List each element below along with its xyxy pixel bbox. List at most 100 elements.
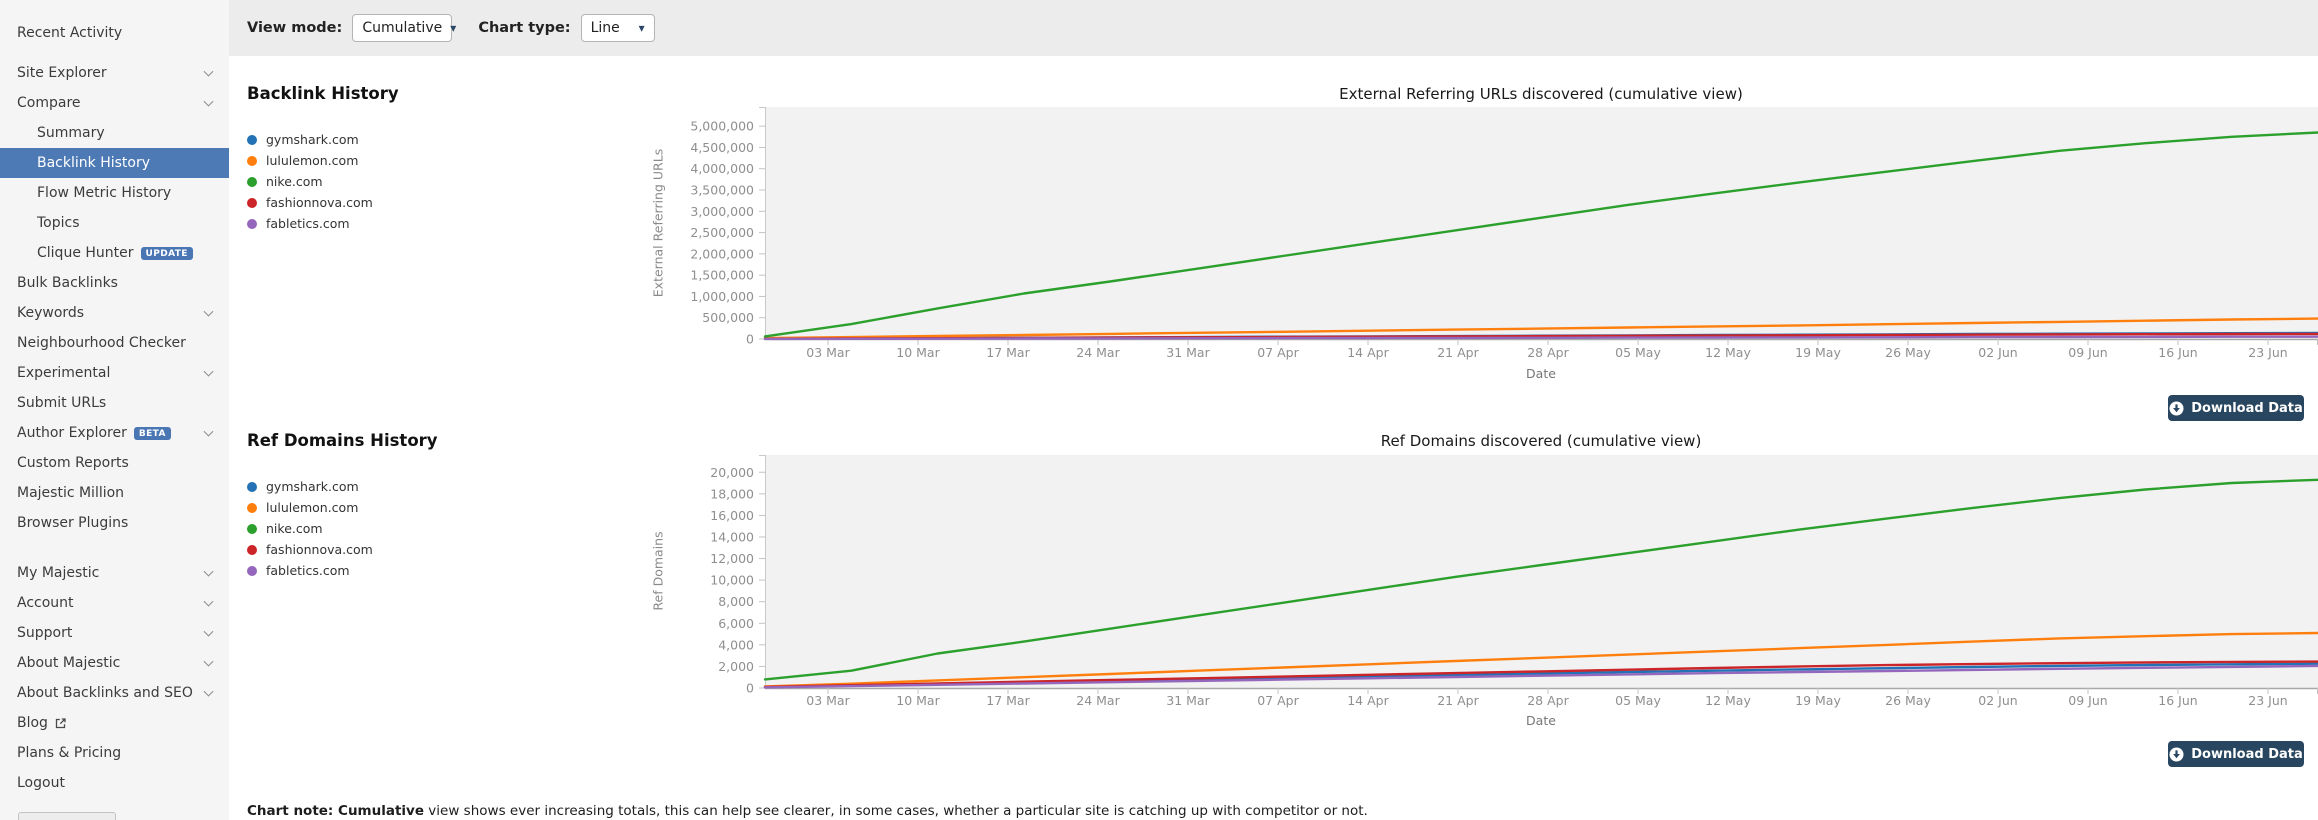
download-button-label: Download Data	[2191, 400, 2303, 416]
sidebar-item-my-majestic[interactable]: My Majestic	[0, 558, 229, 588]
sidebar-item-label: Bulk Backlinks	[17, 275, 118, 291]
download-icon	[2169, 747, 2184, 761]
view-mode-label: View mode:	[247, 20, 343, 36]
legend-dot-icon	[247, 481, 257, 492]
download-icon	[2169, 401, 2184, 415]
sidebar-item-experimental[interactable]: Experimental	[0, 358, 229, 388]
y-tick-label: 20,000	[710, 465, 754, 480]
sidebar-item-label: Keywords	[17, 305, 85, 321]
sidebar-item-submit-urls[interactable]: Submit URLs	[0, 388, 229, 418]
sidebar-item-flow-metric-history[interactable]: Flow Metric History	[0, 178, 229, 208]
sidebar-item-account[interactable]: Account	[0, 588, 229, 618]
series-line-lululemon.com	[763, 317, 2318, 340]
sidebar-item-clique-hunter[interactable]: Clique Hunter UPDATE	[0, 238, 229, 268]
x-tick-label: 16 Jun	[2158, 693, 2197, 708]
legend-item-fashionnova.com: fashionnova.com	[247, 192, 373, 213]
chevron-down-icon	[203, 426, 214, 437]
legend-dot-icon	[247, 134, 257, 145]
legend-item-nike.com: nike.com	[247, 518, 373, 539]
series-line-fashionnova.com	[763, 332, 2318, 340]
sidebar-item-topics[interactable]: Topics	[0, 208, 229, 238]
sidebar-item-label: Compare	[17, 95, 81, 111]
sidebar-item-site-explorer[interactable]: Site Explorer	[0, 58, 229, 88]
sidebar-item-about-backlinks-and-seo[interactable]: About Backlinks and SEO	[0, 678, 229, 708]
y-tick-label: 2,000,000	[690, 246, 754, 261]
sidebar-item-compare[interactable]: Compare	[0, 88, 229, 118]
chevron-down-icon	[203, 96, 214, 107]
y-tick-label: 4,000,000	[690, 161, 754, 176]
x-tick-label: 07 Apr	[1257, 345, 1299, 360]
sidebar-item-browser-plugins[interactable]: Browser Plugins	[0, 508, 229, 538]
x-tick-label: 02 Jun	[1978, 693, 2017, 708]
series-line-fabletics.com	[763, 335, 2318, 341]
legend-dot-icon	[247, 544, 257, 555]
chart-note-text: view shows ever increasing totals, this …	[424, 803, 1368, 819]
sidebar: Recent Activity Site Explorer Compare Summa…	[0, 0, 229, 820]
sidebar-item-recent-activity[interactable]: Recent Activity	[0, 18, 229, 48]
view-mode-select[interactable]: Cumulative ▾	[352, 14, 456, 42]
series-line-fabletics.com	[763, 664, 2318, 689]
legend-label: fashionnova.com	[266, 195, 373, 210]
x-tick-label: 23 Jun	[2248, 345, 2287, 360]
x-tick-label: 28 Apr	[1527, 345, 1569, 360]
x-tick-label: 14 Apr	[1347, 693, 1389, 708]
chevron-down-icon	[203, 596, 214, 607]
legend-dot-icon	[247, 218, 257, 229]
x-tick-label: 17 Mar	[986, 693, 1030, 708]
sidebar-item-label: Support	[17, 625, 73, 641]
chevron-down-icon	[203, 566, 214, 577]
y-tick-label: 18,000	[710, 486, 754, 501]
sidebar-item-backlink-history[interactable]: Backlink History	[0, 148, 229, 178]
download-data-button-1[interactable]: Download Data	[2168, 395, 2304, 421]
series-line-nike.com	[763, 478, 2318, 681]
sidebar-item-label: Submit URLs	[17, 395, 107, 411]
sidebar-item-label: Majestic Million	[17, 485, 125, 501]
sidebar-item-label: Recent Activity	[17, 25, 123, 41]
sidebar-item-about-majestic[interactable]: About Majestic	[0, 648, 229, 678]
legend-item-nike.com: nike.com	[247, 171, 373, 192]
legend-chart-2: gymshark.com lululemon.com nike.com fashion…	[247, 476, 373, 581]
x-tick-label: 24 Mar	[1076, 345, 1120, 360]
y-axis-label-2: Ref Domains	[650, 531, 666, 611]
y-tick-label: 0	[746, 332, 754, 347]
sidebar-item-label: About Backlinks and SEO	[17, 685, 193, 701]
series-line-fashionnova.com	[763, 660, 2318, 689]
sidebar-bottom-widget[interactable]	[18, 812, 116, 820]
plot-area-1	[765, 107, 2318, 339]
chart-type-value: Line	[590, 20, 620, 36]
sidebar-item-summary[interactable]: Summary	[0, 118, 229, 148]
series-line-lululemon.com	[763, 631, 2318, 688]
chart-title-1: External Referring URLs discovered (cumu…	[1339, 85, 1743, 103]
x-tick-label: 07 Apr	[1257, 693, 1299, 708]
series-line-nike.com	[763, 131, 2318, 338]
sidebar-item-plans-pricing[interactable]: Plans & Pricing	[0, 738, 229, 768]
sidebar-item-neighbourhood-checker[interactable]: Neighbourhood Checker	[0, 328, 229, 358]
sidebar-item-logout[interactable]: Logout	[0, 768, 229, 798]
x-tick-label: 10 Mar	[896, 345, 940, 360]
sidebar-item-label: Topics	[37, 215, 80, 231]
sidebar-item-blog[interactable]: Blog	[0, 708, 229, 738]
sidebar-item-support[interactable]: Support	[0, 618, 229, 648]
view-mode-value: Cumulative	[362, 20, 443, 36]
y-tick-label: 12,000	[710, 551, 754, 566]
chart-type-select[interactable]: Line ▾	[580, 14, 655, 42]
legend-item-lululemon.com: lululemon.com	[247, 150, 373, 171]
legend-label: lululemon.com	[266, 153, 359, 168]
sidebar-item-bulk-backlinks[interactable]: Bulk Backlinks	[0, 268, 229, 298]
chevron-down-icon	[203, 366, 214, 377]
sidebar-item-label: About Majestic	[17, 655, 121, 671]
sidebar-item-label: Summary	[37, 125, 105, 141]
download-data-button-2[interactable]: Download Data	[2168, 741, 2304, 767]
x-tick-label: 23 Jun	[2248, 693, 2287, 708]
legend-dot-icon	[247, 502, 257, 513]
legend-label: fabletics.com	[266, 216, 350, 231]
sidebar-item-custom-reports[interactable]: Custom Reports	[0, 448, 229, 478]
legend-label: nike.com	[266, 174, 323, 189]
legend-item-gymshark.com: gymshark.com	[247, 476, 373, 497]
sidebar-item-keywords[interactable]: Keywords	[0, 298, 229, 328]
sidebar-item-author-explorer[interactable]: Author Explorer BETA	[0, 418, 229, 448]
y-tick-label: 4,500,000	[690, 140, 754, 155]
sidebar-item-majestic-million[interactable]: Majestic Million	[0, 478, 229, 508]
chevron-down-icon	[203, 686, 214, 697]
